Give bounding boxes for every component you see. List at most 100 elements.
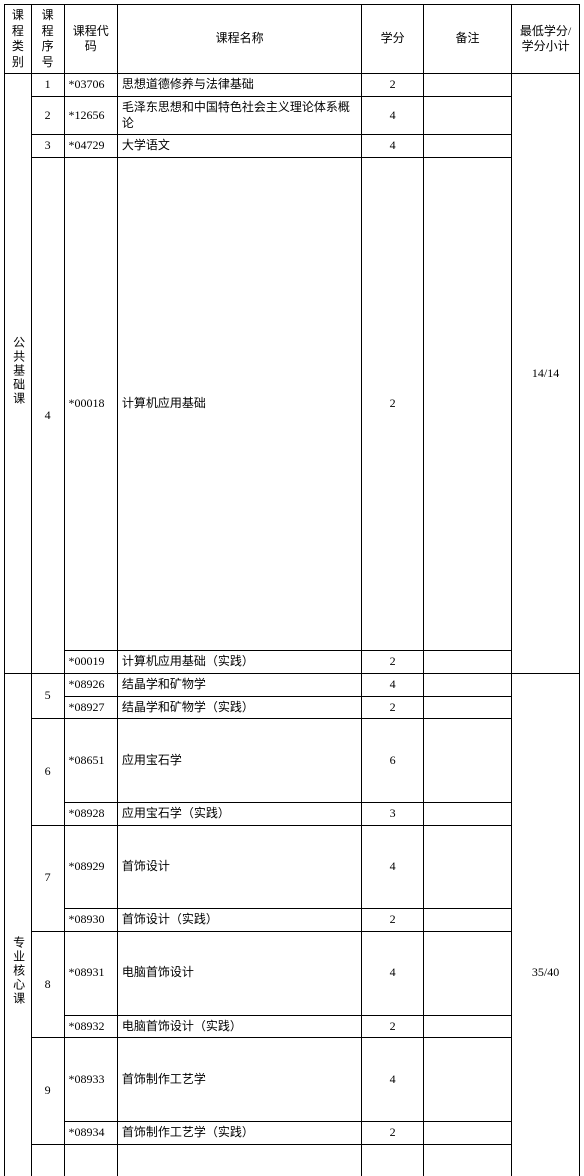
seq-cell: 1 (31, 74, 64, 97)
code-cell: *08931 (64, 931, 117, 1015)
name-cell: 计算机应用基础 (117, 157, 361, 651)
note-cell (423, 1015, 511, 1038)
note-cell (423, 931, 511, 1015)
name-cell: 大学语文 (117, 135, 361, 158)
subtotal-cell: 35/40 (512, 673, 580, 1176)
note-cell (423, 74, 511, 97)
table-row: *08927结晶学和矿物学（实践）2 (5, 696, 580, 719)
category-label: 专业核心课 (10, 677, 26, 1176)
header-credit: 学分 (362, 5, 424, 74)
note-cell (423, 696, 511, 719)
note-cell (423, 1038, 511, 1122)
credit-cell: 3 (362, 1144, 424, 1176)
note-cell (423, 157, 511, 651)
header-code: 课程代码 (64, 5, 117, 74)
code-cell: *12656 (64, 96, 117, 134)
seq-cell: 2 (31, 96, 64, 134)
note-cell (423, 96, 511, 134)
name-cell: 思想道德修养与法律基础 (117, 74, 361, 97)
name-cell: 毛泽东思想和中国特色社会主义理论体系概论 (117, 96, 361, 134)
name-cell: 计算机应用基础（实践） (117, 651, 361, 674)
category-cell: 公共基础课 (5, 74, 32, 674)
category-label: 公共基础课 (10, 77, 26, 665)
header-name: 课程名称 (117, 5, 361, 74)
note-cell (423, 135, 511, 158)
name-cell: 珠宝琢型设计及加工 (117, 1144, 361, 1176)
table-row: 10*08935珠宝琢型设计及加工3 (5, 1144, 580, 1176)
name-cell: 结晶学和矿物学（实践） (117, 696, 361, 719)
credit-cell: 4 (362, 673, 424, 696)
table-row: 9*08933首饰制作工艺学4 (5, 1038, 580, 1122)
table-row: 2*12656毛泽东思想和中国特色社会主义理论体系概论4 (5, 96, 580, 134)
seq-cell: 9 (31, 1038, 64, 1144)
note-cell (423, 651, 511, 674)
code-cell: *08930 (64, 909, 117, 932)
seq-cell: 7 (31, 825, 64, 931)
note-cell (423, 1122, 511, 1145)
seq-cell: 8 (31, 931, 64, 1037)
credit-cell: 2 (362, 696, 424, 719)
header-subtotal: 最低学分/学分小计 (512, 5, 580, 74)
table-row: *00019计算机应用基础（实践）2 (5, 651, 580, 674)
table-row: 专业核心课5*08926结晶学和矿物学435/40 (5, 673, 580, 696)
table-row: *08934首饰制作工艺学（实践）2 (5, 1122, 580, 1145)
name-cell: 首饰制作工艺学 (117, 1038, 361, 1122)
note-cell (423, 673, 511, 696)
credit-cell: 4 (362, 1038, 424, 1122)
credit-cell: 2 (362, 651, 424, 674)
credit-cell: 4 (362, 825, 424, 909)
name-cell: 首饰设计 (117, 825, 361, 909)
credit-cell: 2 (362, 1122, 424, 1145)
note-cell (423, 1144, 511, 1176)
note-cell (423, 909, 511, 932)
code-cell: *08926 (64, 673, 117, 696)
table-row: *08928应用宝石学（实践）3 (5, 802, 580, 825)
code-cell: *08935 (64, 1144, 117, 1176)
credit-cell: 2 (362, 1015, 424, 1038)
name-cell: 应用宝石学 (117, 719, 361, 803)
table-row: 8*08931电脑首饰设计4 (5, 931, 580, 1015)
table-row: 7*08929首饰设计4 (5, 825, 580, 909)
seq-cell: 3 (31, 135, 64, 158)
code-cell: *08651 (64, 719, 117, 803)
code-cell: *08933 (64, 1038, 117, 1122)
name-cell: 结晶学和矿物学 (117, 673, 361, 696)
name-cell: 首饰设计（实践） (117, 909, 361, 932)
table-row: 4*00018计算机应用基础2 (5, 157, 580, 651)
credit-cell: 2 (362, 157, 424, 651)
code-cell: *00018 (64, 157, 117, 651)
seq-cell: 6 (31, 719, 64, 825)
curriculum-table: 课程类别 课程序号 课程代码 课程名称 学分 备注 最低学分/学分小计 公共基础… (4, 4, 580, 1176)
seq-cell: 5 (31, 673, 64, 718)
credit-cell: 2 (362, 74, 424, 97)
table-row: 6*08651应用宝石学6 (5, 719, 580, 803)
code-cell: *04729 (64, 135, 117, 158)
name-cell: 电脑首饰设计（实践） (117, 1015, 361, 1038)
category-cell: 专业核心课 (5, 673, 32, 1176)
name-cell: 电脑首饰设计 (117, 931, 361, 1015)
code-cell: *08928 (64, 802, 117, 825)
name-cell: 首饰制作工艺学（实践） (117, 1122, 361, 1145)
header-category: 课程类别 (5, 5, 32, 74)
header-seq: 课程序号 (31, 5, 64, 74)
table-header: 课程类别 课程序号 课程代码 课程名称 学分 备注 最低学分/学分小计 (5, 5, 580, 74)
credit-cell: 4 (362, 931, 424, 1015)
table-body: 公共基础课1*03706思想道德修养与法律基础214/142*12656毛泽东思… (5, 74, 580, 1176)
code-cell: *08929 (64, 825, 117, 909)
note-cell (423, 802, 511, 825)
credit-cell: 3 (362, 802, 424, 825)
subtotal-cell: 14/14 (512, 74, 580, 674)
note-cell (423, 825, 511, 909)
credit-cell: 6 (362, 719, 424, 803)
code-cell: *03706 (64, 74, 117, 97)
code-cell: *08932 (64, 1015, 117, 1038)
table-row: 3*04729大学语文4 (5, 135, 580, 158)
table-row: *08932电脑首饰设计（实践）2 (5, 1015, 580, 1038)
code-cell: *08927 (64, 696, 117, 719)
name-cell: 应用宝石学（实践） (117, 802, 361, 825)
credit-cell: 2 (362, 909, 424, 932)
seq-cell: 10 (31, 1144, 64, 1176)
note-cell (423, 719, 511, 803)
table-row: *08930首饰设计（实践）2 (5, 909, 580, 932)
credit-cell: 4 (362, 135, 424, 158)
